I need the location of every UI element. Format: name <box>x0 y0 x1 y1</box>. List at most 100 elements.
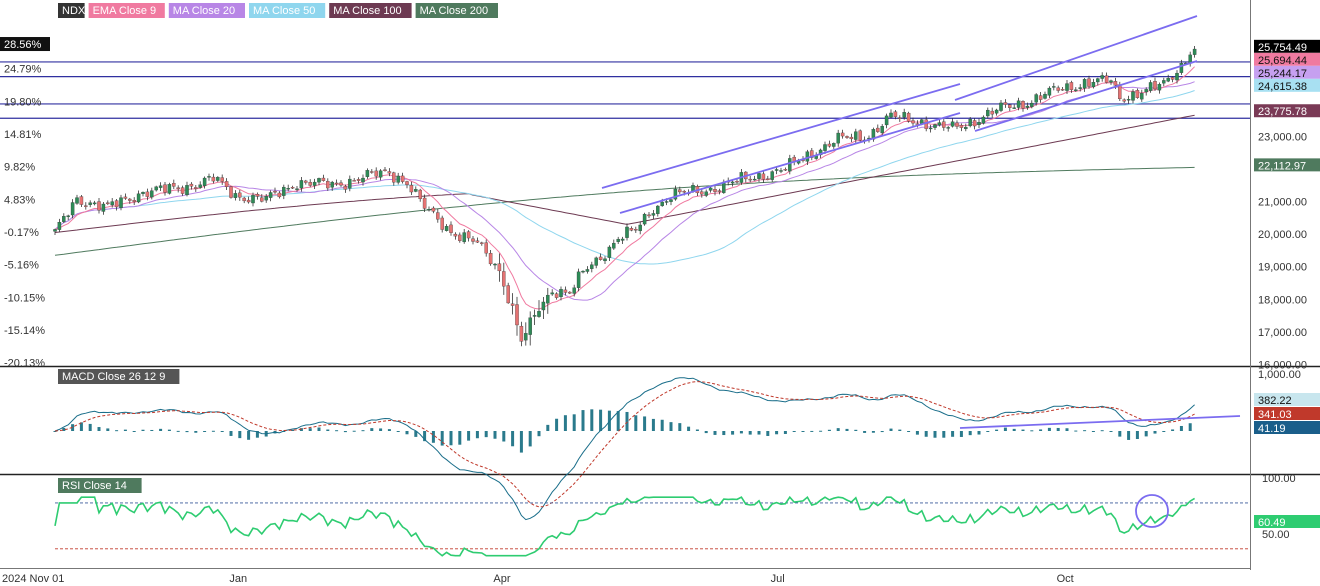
candle <box>519 321 524 347</box>
time-axis-label: Jul <box>771 573 785 585</box>
macd-histogram-bar <box>229 431 233 436</box>
candle <box>1104 72 1109 84</box>
candle <box>480 241 484 246</box>
macd-histogram-bar <box>863 431 867 433</box>
candle-body <box>387 171 392 174</box>
candle <box>766 175 770 181</box>
percent-tick-label: 9.82% <box>4 162 35 174</box>
candle <box>849 133 854 143</box>
candle-body <box>1148 82 1153 91</box>
price-pane[interactable] <box>0 15 1250 347</box>
candle-body <box>242 197 246 202</box>
candle-body <box>458 234 462 241</box>
candle-body <box>607 246 612 258</box>
candle-body <box>1144 89 1148 93</box>
candle-body <box>620 238 625 241</box>
candle <box>1038 92 1043 103</box>
macd-histogram-bar <box>616 411 620 431</box>
candle <box>554 292 559 300</box>
macd-histogram-bar <box>203 431 207 432</box>
value-label-box <box>1254 65 1320 79</box>
candle-body <box>106 202 110 205</box>
macd-histogram-bar <box>704 431 708 434</box>
candle <box>629 226 634 232</box>
macd-histogram-bar <box>343 431 347 433</box>
rsi-value-box <box>1254 515 1320 528</box>
candle-body <box>603 258 607 262</box>
candle <box>854 128 858 143</box>
macd-histogram-bar <box>440 431 444 446</box>
candle-body <box>365 170 370 177</box>
candle <box>1153 77 1157 91</box>
candle-body <box>730 181 735 184</box>
candle <box>484 239 488 257</box>
candle-body <box>964 127 968 130</box>
legend-item-box <box>329 3 412 18</box>
macd-histogram-bar <box>53 431 57 432</box>
macd-histogram-bar <box>836 428 840 431</box>
macd-pane[interactable]: MACD Close 26 12 9 1,000.00 100.00 382.22 34… <box>53 369 1320 521</box>
candle <box>792 154 796 166</box>
candle-body <box>1192 48 1197 55</box>
macd-histogram-bar <box>352 430 356 432</box>
macd-histogram-bar <box>1021 429 1025 431</box>
legend-item-label: EMA Close 9 <box>93 5 157 17</box>
candle-body <box>1060 89 1065 91</box>
candle-body <box>638 224 642 232</box>
macd-histogram-bar <box>1012 428 1016 431</box>
candle-body <box>88 202 92 205</box>
candle-body <box>251 195 255 204</box>
candle-body <box>92 202 97 205</box>
candle <box>334 179 339 186</box>
candle <box>568 291 572 295</box>
candle-body <box>519 325 524 342</box>
candle <box>436 208 440 223</box>
candle-body <box>700 191 704 195</box>
macd-histogram-bar <box>827 429 831 431</box>
candle-body <box>334 182 339 185</box>
macd-histogram-bar <box>555 418 559 431</box>
candle-body <box>1065 83 1069 91</box>
candle-body <box>453 233 458 237</box>
candle <box>352 178 356 182</box>
candle-body <box>378 170 383 178</box>
candle <box>1047 86 1052 99</box>
macd-histogram-bar <box>106 428 110 431</box>
candle-body <box>352 180 356 182</box>
candle <box>471 236 475 245</box>
candle <box>123 193 128 200</box>
candle-body <box>581 270 585 273</box>
candle <box>928 124 933 133</box>
candle <box>317 177 321 186</box>
candle-body <box>748 178 752 181</box>
candle <box>220 174 224 185</box>
percent-tick-label: 4.83% <box>4 194 35 206</box>
candle-body <box>708 187 713 191</box>
candle <box>550 289 554 296</box>
candle <box>392 171 396 186</box>
ema9-line <box>54 66 1195 310</box>
candle <box>937 119 942 127</box>
candle-body <box>585 269 590 272</box>
candle <box>440 215 444 233</box>
candle-body <box>185 185 189 196</box>
candle <box>1069 80 1074 93</box>
candle-body <box>1038 95 1043 100</box>
macd-histogram-bar <box>968 431 972 436</box>
candle <box>788 154 792 175</box>
candle <box>304 179 308 185</box>
candle-body <box>449 224 453 233</box>
candle <box>189 182 194 190</box>
candle <box>493 262 497 270</box>
candle-body <box>290 187 295 189</box>
candle-body <box>788 158 792 172</box>
candle-body <box>180 187 185 194</box>
macd-histogram-bar <box>238 431 242 439</box>
candle <box>290 185 295 189</box>
candle-body <box>110 201 114 206</box>
candle-body <box>1021 101 1025 109</box>
price-tick-label: 19,000.00 <box>1258 262 1307 274</box>
candle <box>409 181 414 196</box>
